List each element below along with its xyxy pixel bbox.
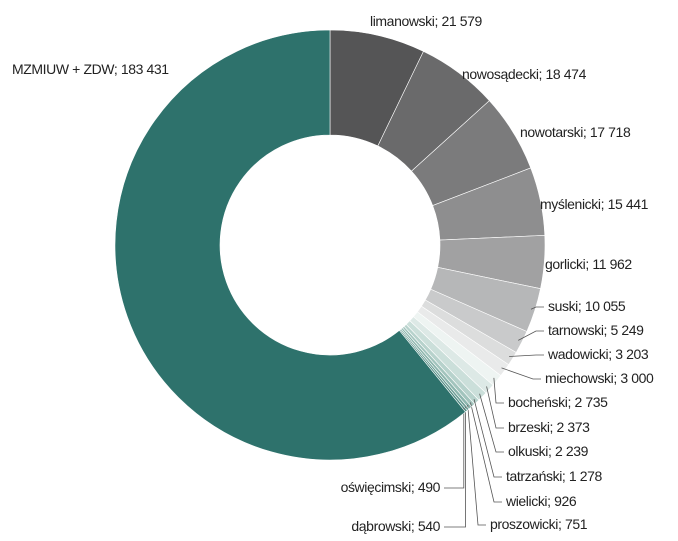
slice-label: bocheński; 2 735 <box>508 394 608 410</box>
leader-line <box>467 404 486 526</box>
leader-line <box>479 393 504 453</box>
slice-label: proszowicki; 751 <box>490 516 588 532</box>
separator: ; <box>411 518 418 534</box>
category-name: dąbrowski <box>351 518 411 534</box>
category-name: wielicki <box>505 493 547 509</box>
slice <box>114 29 466 461</box>
value-label: 926 <box>554 493 577 509</box>
value-label: 11 962 <box>592 256 632 272</box>
leader-line <box>493 377 504 404</box>
separator: ; <box>578 298 585 314</box>
value-label: 751 <box>565 516 588 532</box>
leader-line <box>518 330 544 341</box>
separator: ; <box>585 256 592 272</box>
value-label: 21 579 <box>441 13 482 29</box>
category-name: proszowicki <box>490 516 558 532</box>
slice-label: brzeski; 2 373 <box>508 419 590 435</box>
separator: ; <box>114 61 121 77</box>
value-label: 17 718 <box>590 124 631 140</box>
separator: ; <box>562 468 569 484</box>
leader-line <box>530 306 544 310</box>
category-name: oświęcimski <box>341 479 412 495</box>
category-name: bocheński <box>508 394 568 410</box>
category-name: myślenicki <box>540 196 601 212</box>
value-label: 2 373 <box>557 419 591 435</box>
slice-label: gorlicki; 11 962 <box>545 256 632 272</box>
slice-label: tatrzański; 1 278 <box>506 468 603 484</box>
category-name: MZMIUW + ZDW <box>12 61 115 77</box>
value-label: 15 441 <box>608 196 649 212</box>
value-label: 18 474 <box>546 66 587 82</box>
leader-line <box>473 399 502 478</box>
leader-line <box>501 367 541 380</box>
category-name: nowotarski <box>520 124 583 140</box>
category-name: olkuski <box>508 443 548 459</box>
category-name: tarnowski <box>548 322 604 338</box>
slice-label: oświęcimski; 490 <box>341 479 441 495</box>
slice-label: limanowski; 21 579 <box>370 13 482 29</box>
slice-label: myślenicki; 15 441 <box>540 196 649 212</box>
slice-label: nowosądecki; 18 474 <box>462 66 587 82</box>
leader-line <box>509 354 544 357</box>
separator: ; <box>547 493 554 509</box>
separator: ; <box>411 479 418 495</box>
category-name: gorlicki <box>545 256 586 272</box>
separator: ; <box>583 124 590 140</box>
slice-label: tarnowski; 5 249 <box>548 322 644 338</box>
value-label: 2 239 <box>555 443 589 459</box>
category-name: tatrzański <box>506 468 562 484</box>
separator: ; <box>613 370 620 386</box>
slice-label: nowotarski; 17 718 <box>520 124 631 140</box>
leader-line <box>470 402 502 503</box>
slice-label: wielicki; 926 <box>505 493 577 509</box>
separator: ; <box>434 13 441 29</box>
category-name: wadowicki <box>547 346 608 362</box>
category-name: brzeski <box>508 419 550 435</box>
value-label: 490 <box>418 479 441 495</box>
slice-label: suski; 10 055 <box>548 298 626 314</box>
category-name: nowosądecki <box>462 66 539 82</box>
category-name: miechowski <box>545 370 614 386</box>
separator: ; <box>548 443 555 459</box>
value-label: 2 735 <box>574 394 608 410</box>
separator: ; <box>567 394 574 410</box>
value-label: 3 203 <box>615 346 649 362</box>
separator: ; <box>608 346 615 362</box>
separator: ; <box>601 196 608 212</box>
category-name: suski <box>548 298 578 314</box>
value-label: 540 <box>418 518 441 534</box>
value-label: 10 055 <box>585 298 626 314</box>
value-label: 1 278 <box>569 468 603 484</box>
separator: ; <box>604 322 611 338</box>
separator: ; <box>558 516 565 532</box>
slice-label: wadowicki; 3 203 <box>547 346 649 362</box>
leader-line <box>444 408 465 489</box>
leader-line <box>486 386 504 429</box>
value-label: 183 431 <box>121 61 169 77</box>
leader-line <box>444 406 466 528</box>
slice-label: miechowski; 3 000 <box>545 370 654 386</box>
slice-label: dąbrowski; 540 <box>351 518 440 534</box>
slice-label: olkuski; 2 239 <box>508 443 589 459</box>
value-label: 3 000 <box>620 370 654 386</box>
value-label: 5 249 <box>611 322 645 338</box>
separator: ; <box>550 419 557 435</box>
category-name: limanowski <box>370 13 435 29</box>
slice-label: MZMIUW + ZDW; 183 431 <box>12 61 169 77</box>
separator: ; <box>539 66 546 82</box>
